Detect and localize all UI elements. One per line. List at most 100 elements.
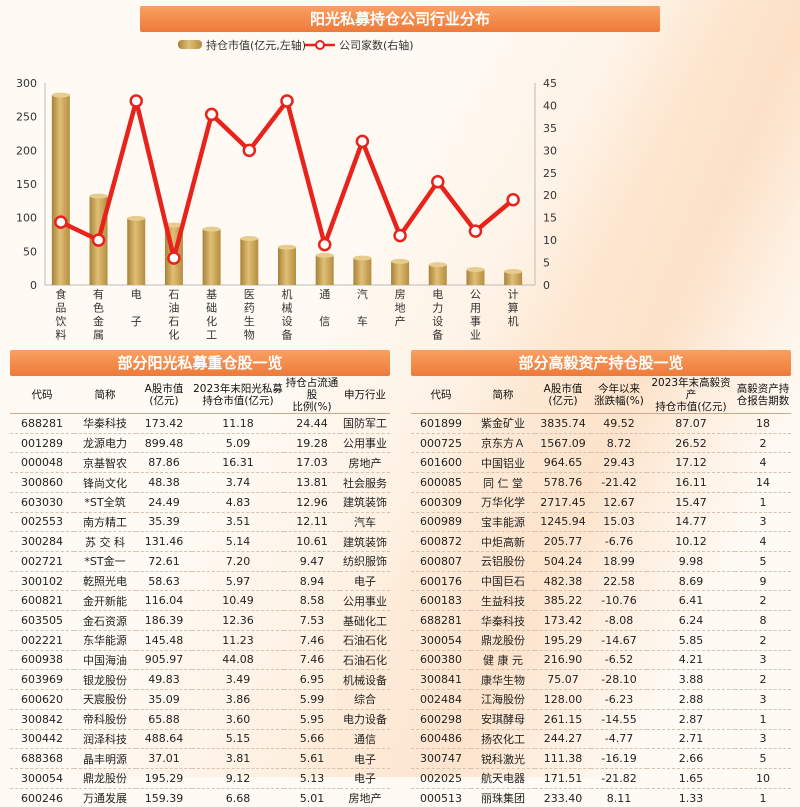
table-cell: 300442 xyxy=(10,729,74,750)
table-cell: 300842 xyxy=(10,709,74,730)
table-cell: 002025 xyxy=(411,768,471,789)
table-cell: 丽珠集团 xyxy=(481,792,525,806)
line-point xyxy=(242,143,257,158)
line-point xyxy=(129,94,143,108)
table-cell: 鼎龙股份 xyxy=(471,630,535,651)
table-row: 300054 鼎龙股份 195.29 -14.67 5.85 2 xyxy=(411,630,791,651)
legend-line-label: 公司家数(右轴) xyxy=(339,38,414,52)
line-point xyxy=(355,134,370,149)
table-cell: 5.66 xyxy=(284,729,340,750)
line-point xyxy=(280,94,294,108)
table-cell: 18 xyxy=(735,413,791,434)
table-cell: 4 xyxy=(735,452,791,474)
y-tick-label-right: 25 xyxy=(543,167,557,180)
table-cell: 300747 xyxy=(411,748,471,769)
table-cell: 东华能源 xyxy=(74,630,136,651)
table-cell: 603969 xyxy=(10,669,74,691)
bar-top xyxy=(315,252,334,258)
x-tick-label: 机 xyxy=(508,314,519,328)
table-cell: 锐科激光 xyxy=(471,748,535,769)
table-cell: 300054 xyxy=(10,768,74,789)
x-tick-label: 公 xyxy=(470,288,481,301)
legend-bar-swatch xyxy=(178,40,202,49)
line-point xyxy=(317,237,332,252)
table-cell: 康华生物 xyxy=(471,669,535,691)
x-tick-label: 色 xyxy=(93,301,104,315)
table-cell: -21.82 xyxy=(591,768,647,789)
table-cell: 000048 xyxy=(10,452,74,474)
table-row: 600620 天宸股份 35.09 3.86 5.99 综合 xyxy=(10,689,390,710)
table-cell: 3835.74 xyxy=(535,413,591,434)
table-cell: 18.99 xyxy=(591,551,647,572)
table-cell: 13.81 xyxy=(284,472,340,493)
bar xyxy=(353,258,372,285)
table-cell: 14.77 xyxy=(647,512,735,533)
table-cell: 2 xyxy=(735,590,791,612)
table-cell: 171.51 xyxy=(535,768,591,789)
table-cell: 688281 xyxy=(10,413,74,434)
table-row: 300841 康华生物 75.07 -28.10 3.88 2 xyxy=(411,669,791,691)
x-tick-label: 用 xyxy=(470,302,481,315)
table-cell: 12.11 xyxy=(284,512,340,533)
table-cell: 173.42 xyxy=(136,413,192,434)
table-row: 603030 *ST全筑 24.49 4.83 12.96 建筑装饰 xyxy=(10,492,390,513)
table-cell: 11.23 xyxy=(192,630,284,651)
table-cell: 3.81 xyxy=(192,748,284,769)
x-tick-label: 石 xyxy=(168,288,179,301)
table-cell: 65.88 xyxy=(136,709,192,730)
table-cell: 000725 xyxy=(411,433,471,454)
table-cell: 899.48 xyxy=(136,433,192,454)
table-cell: 8 xyxy=(735,610,791,631)
table-row: 688281 华秦科技 173.42 -8.08 6.24 8 xyxy=(411,610,791,631)
table-cell: 乾照光电 xyxy=(74,571,136,592)
x-tick-label: 化 xyxy=(168,328,179,342)
x-tick-label: 备 xyxy=(282,328,293,342)
table-cell: 482.38 xyxy=(535,571,591,592)
table-cell: 1 xyxy=(735,709,791,730)
table-cell: 6.41 xyxy=(647,590,735,612)
column-header: A股市值 (亿元) xyxy=(136,377,192,414)
industry-distribution-chart: 0 50 100 150 200 250 300 0 5 10 15 20 25 30 35 40 45 食品饮料… xyxy=(16,38,557,342)
table-row: 001289 龙源电力 899.48 5.09 19.28 公用事业 xyxy=(10,433,390,454)
table-cell: 华秦科技 xyxy=(74,413,136,434)
table-cell: 12.67 xyxy=(591,492,647,513)
table-cell: 健 康 元 xyxy=(471,650,535,671)
table-row: 300054 鼎龙股份 195.29 9.12 5.13 电子 xyxy=(10,768,390,789)
y-tick-label-right: 45 xyxy=(543,77,557,90)
table-cell: 10.49 xyxy=(192,590,284,612)
table-cell: 金开新能 xyxy=(74,590,136,612)
table-cell: 4.83 xyxy=(192,492,284,513)
table-cell: 建筑装饰 xyxy=(340,492,390,513)
table-header-row: 代码 简称 A股市值 (亿元) 今年以来 涨跌幅(%) 2023年末高毅资产 持仓市值(… xyxy=(411,377,791,414)
table-cell: 19.28 xyxy=(284,433,340,454)
table-cell: 002553 xyxy=(10,512,74,533)
table-cell: 8.11 xyxy=(606,791,632,805)
column-header: A股市值 (亿元) xyxy=(535,377,591,414)
table-cell: 10 xyxy=(735,768,791,789)
table-cell: 3.60 xyxy=(192,709,284,730)
x-tick-label: 设 xyxy=(432,315,443,328)
table-cell: 24.49 xyxy=(136,492,192,513)
x-tick-label: 有 xyxy=(93,287,104,301)
table-cell: 9.12 xyxy=(192,768,284,789)
table-row: 603969 银龙股份 49.83 3.49 6.95 机械设备 xyxy=(10,669,390,691)
y-tick-label-right: 35 xyxy=(543,122,557,135)
line-point xyxy=(468,224,483,238)
table-cell: 社会服务 xyxy=(340,472,390,493)
bar xyxy=(278,247,296,285)
table-cell: 35.39 xyxy=(136,512,192,533)
bar xyxy=(127,218,146,285)
table-cell: 晶丰明源 xyxy=(74,748,136,769)
table-cell: 002484 xyxy=(411,689,471,710)
table-cell: 72.61 xyxy=(136,551,192,572)
table-cell: 6.95 xyxy=(284,669,340,691)
x-tick-label: 备 xyxy=(432,328,443,342)
table-cell: -6.52 xyxy=(591,650,647,671)
bar-top xyxy=(466,267,485,273)
table-cell: 3.51 xyxy=(192,512,284,533)
table-cell: 房地产 xyxy=(348,792,382,806)
table-cell: 扬农化工 xyxy=(471,729,535,750)
x-tick-label: 设 xyxy=(282,315,293,328)
table-cell: 603030 xyxy=(10,492,74,513)
table-cell: 385.22 xyxy=(535,590,591,612)
